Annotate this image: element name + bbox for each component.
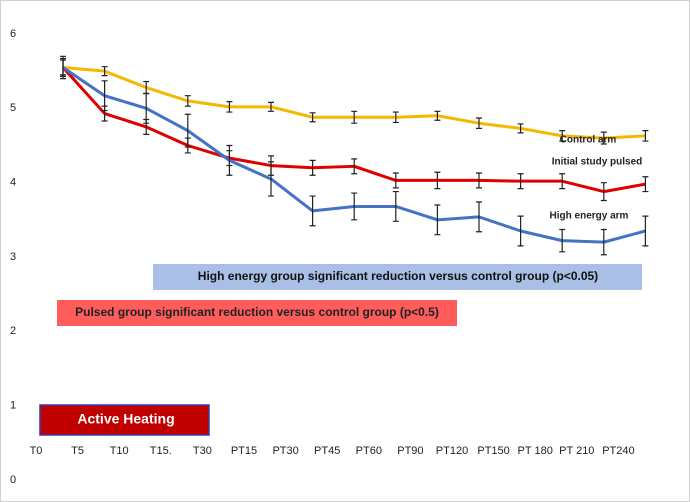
error-bar bbox=[101, 80, 108, 112]
x-tick-label: PT90 bbox=[397, 445, 423, 457]
x-tick-label: PT15 bbox=[231, 445, 257, 457]
x-tick-label: T15. bbox=[150, 445, 172, 457]
x-tick-label: T0 bbox=[30, 445, 43, 457]
x-tick-label: PT30 bbox=[272, 445, 298, 457]
y-tick-label: 3 bbox=[10, 251, 16, 263]
error-bar bbox=[476, 117, 482, 130]
error-bar bbox=[351, 158, 358, 175]
error-bar bbox=[559, 173, 566, 190]
error-bar bbox=[392, 190, 399, 222]
error-bar bbox=[476, 201, 482, 233]
y-tick-label: 0 bbox=[10, 474, 16, 486]
annotation-box bbox=[57, 300, 457, 326]
error-bar bbox=[600, 228, 607, 256]
y-tick-label: 2 bbox=[10, 325, 16, 337]
error-bar bbox=[309, 112, 316, 123]
error-bar bbox=[434, 171, 441, 190]
error-bar bbox=[434, 204, 441, 236]
error-bar bbox=[517, 123, 524, 134]
error-bar bbox=[184, 95, 191, 107]
x-tick-label: T30 bbox=[193, 445, 212, 457]
y-tick-label: 1 bbox=[10, 400, 16, 412]
error-bar bbox=[517, 215, 524, 247]
annotation-box bbox=[39, 404, 210, 436]
error-bar bbox=[434, 110, 441, 121]
annotation-text: Active Heating bbox=[77, 411, 174, 427]
error-bar bbox=[268, 101, 274, 112]
error-bar bbox=[476, 172, 482, 189]
series-label: Control arm bbox=[560, 135, 617, 146]
error-bar bbox=[642, 176, 649, 193]
error-bar bbox=[600, 182, 607, 202]
error-bar bbox=[351, 110, 358, 124]
error-bar bbox=[517, 173, 524, 190]
x-tick-label: T10 bbox=[110, 445, 129, 457]
error-bar bbox=[559, 130, 566, 142]
error-bar bbox=[143, 92, 150, 124]
x-tick-label: PT240 bbox=[602, 445, 634, 457]
error-bar bbox=[642, 215, 649, 247]
annotation-text: High energy group significant reduction … bbox=[198, 269, 598, 283]
error-bar bbox=[226, 101, 233, 113]
x-tick-label: PT 210 bbox=[559, 445, 594, 457]
error-bar bbox=[309, 159, 316, 176]
x-tick-label: PT 180 bbox=[518, 445, 553, 457]
x-tick-label: PT120 bbox=[436, 445, 468, 457]
error-bar bbox=[392, 172, 399, 189]
error-bar bbox=[226, 144, 233, 176]
error-bar bbox=[600, 131, 607, 145]
error-bar bbox=[559, 228, 566, 253]
error-bar bbox=[268, 161, 274, 197]
series-label: Initial study pulsed bbox=[552, 157, 643, 168]
error-bar bbox=[642, 130, 649, 142]
x-tick-label: PT45 bbox=[314, 445, 340, 457]
error-bar bbox=[392, 111, 399, 124]
error-bar bbox=[101, 66, 108, 77]
x-tick-label: T5 bbox=[71, 445, 84, 457]
y-tick-label: 6 bbox=[10, 28, 16, 40]
annotation-box bbox=[153, 264, 642, 290]
x-tick-label: PT60 bbox=[356, 445, 382, 457]
y-tick-label: 4 bbox=[10, 177, 16, 189]
error-bar bbox=[60, 55, 66, 80]
y-tick-label: 5 bbox=[10, 102, 16, 114]
series-label: High energy arm bbox=[550, 211, 629, 222]
error-bar bbox=[309, 195, 316, 227]
error-bar bbox=[184, 113, 191, 148]
annotation-text: Pulsed group significant reduction versu… bbox=[75, 305, 439, 319]
x-tick-label: PT150 bbox=[477, 445, 509, 457]
error-bar bbox=[351, 192, 358, 221]
